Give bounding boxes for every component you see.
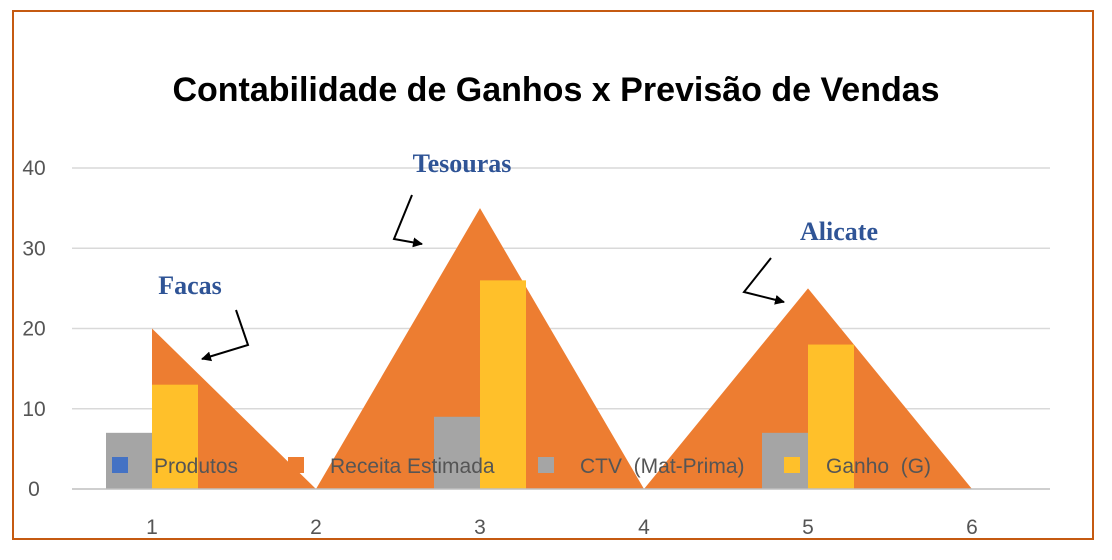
- axes: 0 10 20 30 40 1 2 3 4 5 6: [22, 157, 1050, 539]
- area-series: [152, 208, 972, 489]
- bar-ganho-g-5: [808, 344, 854, 489]
- x-tick-label-3: 4: [638, 516, 650, 539]
- bar-ganho-g-1: [152, 384, 198, 489]
- annotation-label-2: Alicate: [800, 217, 878, 246]
- y-tick-label-4: 40: [22, 157, 45, 180]
- y-tick-label-0: 0: [28, 478, 40, 501]
- annotation-label-0: Facas: [158, 271, 222, 300]
- x-tick-label-0: 1: [146, 516, 158, 539]
- legend-swatch-0: [112, 457, 128, 473]
- legend-swatch-1: [288, 457, 304, 473]
- annotation-arrow-0: [201, 309, 250, 362]
- y-tick-label-1: 10: [22, 398, 45, 421]
- x-tick-label-5: 6: [966, 516, 978, 539]
- chart: Contabilidade de Ganhos x Previsão de Ve…: [22, 71, 1050, 539]
- legend-label-3: Ganho (G): [826, 455, 931, 478]
- legend-swatch-3: [784, 457, 800, 473]
- bar-ctv-mat-prima-3: [434, 416, 480, 489]
- x-tick-label-2: 3: [474, 516, 486, 539]
- annotations: Facas Tesouras Alicate: [158, 149, 878, 362]
- x-tick-label-4: 5: [802, 516, 814, 539]
- chart-frame: Contabilidade de Ganhos x Previsão de Ve…: [12, 10, 1094, 540]
- annotation-arrow-1: [392, 194, 423, 248]
- legend-label-1: Receita Estimada: [330, 455, 495, 478]
- legend-label-2: CTV (Mat-Prima): [580, 455, 745, 478]
- legend-label-0: Produtos: [154, 455, 238, 478]
- annotation-label-1: Tesouras: [413, 149, 512, 178]
- area-receita-estimada: [152, 208, 972, 489]
- annotation-arrow-2: [742, 257, 785, 305]
- chart-title: Contabilidade de Ganhos x Previsão de Ve…: [172, 71, 939, 109]
- legend: Produtos Receita Estimada CTV (Mat-Prima) G…: [112, 455, 931, 478]
- y-tick-label-2: 20: [22, 318, 45, 341]
- legend-swatch-2: [538, 457, 554, 473]
- x-tick-label-1: 2: [310, 516, 322, 539]
- y-tick-label-3: 30: [22, 237, 45, 260]
- bar-ganho-g-3: [480, 280, 526, 489]
